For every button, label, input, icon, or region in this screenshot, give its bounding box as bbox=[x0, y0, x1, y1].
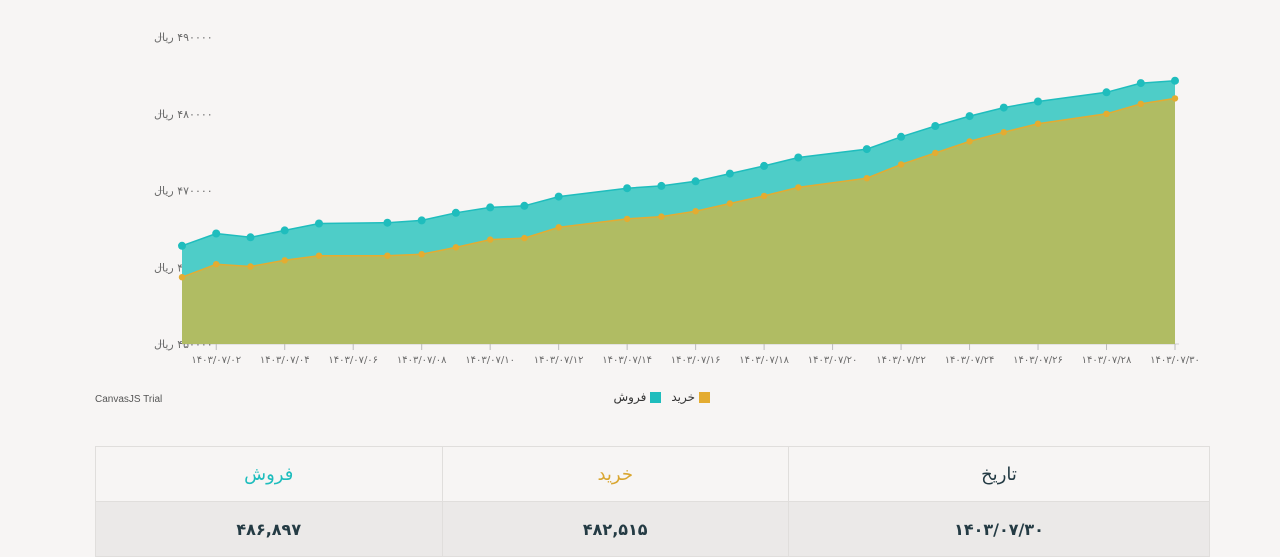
point-buy bbox=[726, 200, 734, 207]
cell-date: ۱۴۰۳/۰۷/۳۰ bbox=[787, 501, 1211, 557]
point-buy bbox=[692, 208, 699, 215]
point-buy bbox=[418, 251, 425, 258]
table-header-row: تاریخ خرید فروش bbox=[95, 446, 1211, 502]
point-sell bbox=[794, 153, 803, 162]
x-tick-label: ۱۴۰۳/۰۷/۰۸ bbox=[397, 355, 447, 366]
x-tick-label: ۱۴۰۳/۰۷/۲۸ bbox=[1082, 355, 1132, 366]
point-buy bbox=[1171, 95, 1179, 102]
y-tick-label: ۴۸۰۰۰۰ ریال bbox=[154, 108, 213, 121]
point-buy bbox=[897, 161, 905, 168]
header-date: تاریخ bbox=[787, 446, 1211, 502]
cell-sell: ۴۸۶,۸۹۷ bbox=[95, 501, 443, 557]
point-sell bbox=[178, 241, 186, 250]
y-tick-label: ۴۷۰۰۰۰ ریال bbox=[154, 185, 213, 198]
point-buy bbox=[932, 149, 939, 157]
point-sell bbox=[451, 208, 460, 217]
point-sell bbox=[931, 122, 940, 130]
line-buy bbox=[181, 97, 1176, 278]
x-tick-label: ۱۴۰۳/۰۷/۰۶ bbox=[328, 355, 378, 366]
point-buy bbox=[213, 261, 220, 268]
legend-label-sell: فروش bbox=[613, 390, 647, 404]
x-tick-label: ۱۴۰۳/۰۷/۳۰ bbox=[1150, 355, 1200, 366]
chart-watermark: CanvasJS Trial bbox=[95, 394, 163, 405]
point-buy bbox=[315, 252, 323, 259]
x-tick-label: ۱۴۰۳/۰۷/۱۸ bbox=[739, 355, 789, 366]
chart-legend: خرید فروش bbox=[600, 390, 710, 404]
point-buy bbox=[658, 213, 665, 220]
legend-swatch-sell bbox=[650, 391, 662, 403]
legend-swatch-buy bbox=[699, 391, 710, 403]
legend-label-buy: خرید bbox=[671, 390, 695, 404]
cell-buy: ۴۸۲,۵۱۵ bbox=[441, 501, 789, 557]
point-sell bbox=[486, 203, 495, 212]
point-sell bbox=[965, 112, 974, 121]
point-buy bbox=[521, 234, 528, 242]
point-sell bbox=[554, 192, 563, 201]
point-buy bbox=[247, 263, 254, 270]
point-sell bbox=[760, 161, 769, 170]
point-sell bbox=[520, 201, 529, 210]
x-tick-label: ۱۴۰۳/۰۷/۱۰ bbox=[465, 355, 515, 366]
point-sell bbox=[1171, 76, 1179, 85]
point-buy bbox=[795, 184, 802, 191]
point-buy bbox=[966, 138, 973, 145]
point-sell bbox=[999, 103, 1008, 112]
point-sell bbox=[623, 184, 632, 193]
point-sell bbox=[725, 169, 734, 178]
point-sell bbox=[1136, 79, 1145, 88]
table-row: ۱۴۰۳/۰۷/۳۰ ۴۸۲,۵۱۵ ۴۸۶,۸۹۷ bbox=[95, 501, 1211, 557]
point-buy bbox=[452, 244, 460, 251]
x-tick-label: ۱۴۰۳/۰۷/۰۲ bbox=[191, 355, 241, 366]
point-sell bbox=[897, 132, 906, 141]
point-buy bbox=[1034, 120, 1042, 127]
legend-item-sell[interactable]: فروش bbox=[614, 390, 662, 404]
point-buy bbox=[555, 224, 562, 231]
point-sell bbox=[1034, 97, 1042, 106]
legend-item-buy[interactable]: خرید bbox=[671, 390, 710, 404]
header-buy: خرید bbox=[441, 446, 789, 502]
x-tick-label: ۱۴۰۳/۰۷/۱۲ bbox=[534, 355, 584, 366]
point-sell bbox=[657, 181, 666, 190]
point-sell bbox=[1102, 88, 1111, 97]
point-buy bbox=[1000, 129, 1007, 136]
line-sell bbox=[181, 79, 1176, 247]
point-sell bbox=[417, 216, 426, 225]
point-buy bbox=[1103, 110, 1110, 118]
area-buy bbox=[182, 98, 1175, 345]
point-sell bbox=[246, 233, 255, 242]
header-sell: فروش bbox=[95, 446, 443, 502]
point-sell bbox=[691, 177, 700, 186]
point-sell bbox=[212, 229, 221, 238]
point-sell bbox=[862, 145, 871, 154]
point-sell bbox=[315, 219, 323, 228]
y-tick-label: ۴۹۰۰۰۰ ریال bbox=[154, 31, 213, 44]
price-summary-table: تاریخ خرید فروش ۱۴۰۳/۰۷/۳۰ ۴۸۲,۵۱۵ ۴۸۶,۸… bbox=[95, 446, 1211, 557]
point-buy bbox=[281, 257, 288, 264]
point-buy bbox=[623, 215, 631, 223]
point-buy bbox=[487, 236, 494, 243]
x-tick-label: ۱۴۰۳/۰۷/۲۲ bbox=[876, 355, 926, 366]
point-buy bbox=[1137, 100, 1145, 108]
point-buy bbox=[760, 192, 768, 200]
point-buy bbox=[863, 175, 870, 182]
point-sell bbox=[280, 226, 289, 235]
x-tick-label: ۱۴۰۳/۰۷/۱۴ bbox=[602, 355, 652, 366]
point-sell bbox=[383, 218, 392, 227]
point-buy bbox=[178, 274, 186, 281]
x-tick-label: ۱۴۰۳/۰۷/۰۴ bbox=[260, 355, 310, 366]
x-tick-label: ۱۴۰۳/۰۷/۲۰ bbox=[808, 355, 858, 366]
point-buy bbox=[384, 252, 391, 259]
x-tick-label: ۱۴۰۳/۰۷/۱۶ bbox=[671, 355, 721, 366]
x-tick-label: ۱۴۰۳/۰۷/۲۶ bbox=[1013, 355, 1063, 366]
x-tick-label: ۱۴۰۳/۰۷/۲۴ bbox=[945, 355, 995, 366]
